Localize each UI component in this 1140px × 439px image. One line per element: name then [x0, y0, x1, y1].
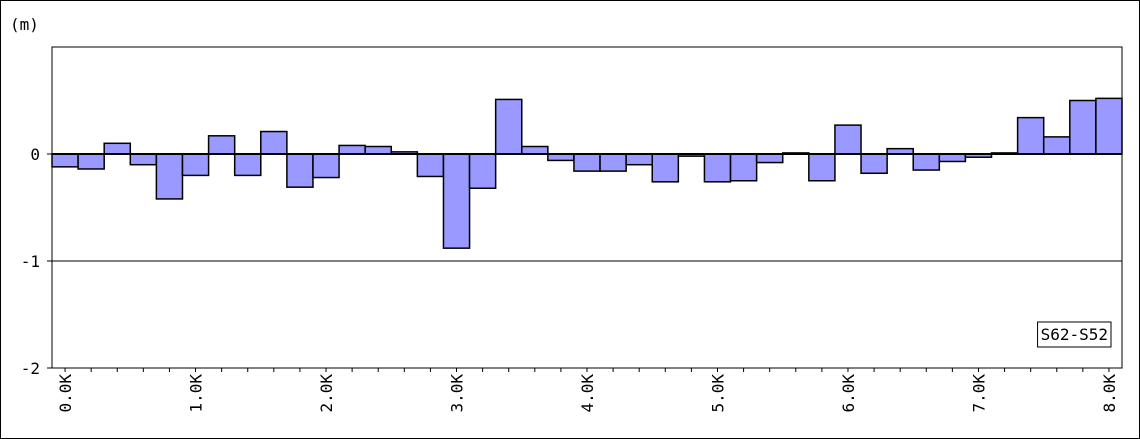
legend-label: S62-S52 [1041, 325, 1108, 344]
bar [729, 153, 758, 182]
bar [338, 144, 366, 155]
x-tick-label: 4.0K [578, 374, 597, 413]
bar [286, 153, 314, 188]
y-tick-label: 0 [30, 145, 40, 164]
bar [129, 153, 158, 166]
bar [207, 135, 236, 155]
bar [1069, 99, 1097, 155]
bar [912, 153, 941, 171]
bar [599, 153, 627, 172]
bar [625, 153, 653, 166]
x-tick-label: 3.0K [448, 374, 467, 413]
bar [808, 153, 836, 182]
bar [260, 130, 288, 155]
bar [364, 145, 393, 155]
bar [755, 153, 784, 164]
bar [521, 145, 549, 155]
bar [233, 153, 262, 177]
legend: S62-S52 [1037, 321, 1112, 348]
bar [860, 153, 888, 175]
bar [103, 142, 132, 155]
bar [1095, 97, 1123, 155]
bar [1016, 116, 1045, 155]
x-tick-label: 5.0K [708, 374, 727, 413]
bar [155, 153, 184, 200]
x-tick-label: 1.0K [187, 374, 206, 413]
y-tick-label: -2 [21, 359, 40, 378]
y-tick-label: -1 [21, 252, 40, 271]
bar [651, 153, 680, 183]
x-tick-label: 6.0K [839, 374, 858, 413]
legend-box [1037, 321, 1112, 348]
x-tick-label: 7.0K [969, 374, 988, 413]
bar [181, 153, 210, 177]
bar [442, 153, 471, 249]
bar [1042, 136, 1071, 155]
bar [703, 153, 732, 183]
bar [468, 153, 497, 189]
x-tick-label: 8.0K [1100, 374, 1119, 413]
plot-area [51, 46, 1123, 369]
bar [834, 124, 862, 155]
bar [494, 98, 523, 155]
bar [416, 153, 445, 178]
unit-label: (m) [10, 15, 39, 34]
bar [312, 153, 340, 179]
bar [51, 153, 79, 168]
bar [77, 153, 105, 170]
x-tick-label: 2.0K [317, 374, 336, 413]
bar [938, 153, 967, 163]
bar [573, 153, 601, 172]
x-tick-label: 0.0K [56, 374, 75, 413]
